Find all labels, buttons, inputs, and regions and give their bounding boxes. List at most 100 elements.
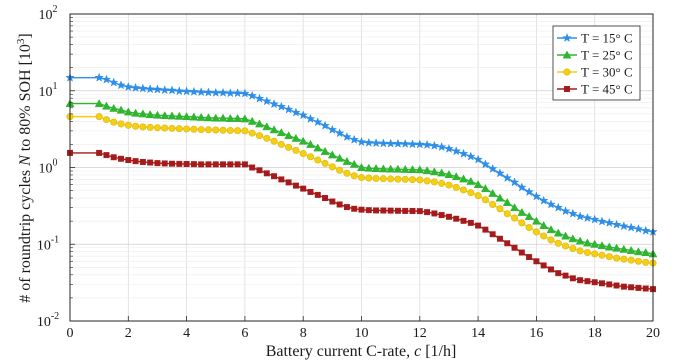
data-point bbox=[220, 161, 227, 168]
x-tick-label: 14 bbox=[471, 326, 485, 341]
data-point bbox=[560, 206, 571, 216]
data-point bbox=[131, 108, 141, 117]
data-point bbox=[152, 84, 163, 94]
data-point bbox=[269, 99, 279, 109]
data-point bbox=[110, 118, 118, 126]
data-point bbox=[414, 139, 425, 149]
data-point bbox=[364, 163, 374, 172]
legend-item: T = 45° C bbox=[557, 82, 633, 97]
data-point bbox=[189, 112, 199, 121]
data-point bbox=[270, 137, 278, 145]
data-point bbox=[161, 160, 168, 167]
data-point bbox=[336, 201, 343, 208]
data-point bbox=[225, 113, 235, 122]
data-point bbox=[276, 128, 286, 137]
data-point bbox=[108, 77, 119, 87]
x-tick-label: 4 bbox=[183, 326, 190, 341]
data-point bbox=[174, 86, 185, 96]
data-point bbox=[562, 242, 570, 250]
data-point bbox=[190, 125, 198, 133]
data-point bbox=[597, 216, 607, 226]
data-point bbox=[458, 148, 469, 158]
series-1 bbox=[65, 72, 658, 236]
data-point bbox=[247, 90, 258, 100]
data-point bbox=[524, 186, 534, 197]
data-point bbox=[619, 244, 629, 253]
data-point bbox=[123, 81, 134, 92]
data-point bbox=[533, 258, 540, 265]
data-point bbox=[94, 72, 104, 82]
data-point bbox=[169, 160, 175, 167]
data-point bbox=[262, 122, 272, 131]
data-point bbox=[423, 177, 431, 185]
data-point bbox=[190, 161, 197, 168]
data-point bbox=[569, 275, 576, 282]
y-tick-label: 10-1 bbox=[37, 234, 59, 253]
data-point bbox=[452, 183, 460, 191]
data-point bbox=[591, 250, 599, 258]
data-point bbox=[582, 212, 593, 223]
data-point bbox=[547, 236, 555, 244]
data-point bbox=[611, 219, 622, 229]
data-point bbox=[160, 111, 170, 120]
data-point bbox=[488, 188, 498, 197]
data-point bbox=[314, 191, 321, 198]
data-point bbox=[124, 121, 132, 129]
y-tick-label: 10-2 bbox=[37, 311, 59, 330]
data-point bbox=[589, 214, 600, 224]
data-point bbox=[568, 208, 578, 218]
data-point bbox=[584, 278, 591, 285]
data-point bbox=[227, 161, 234, 168]
data-point bbox=[509, 177, 520, 187]
x-tick-label: 20 bbox=[646, 326, 660, 341]
data-point bbox=[189, 86, 199, 96]
x-axis-label: Battery current C-rate, c [1/h] bbox=[266, 343, 457, 360]
data-point bbox=[271, 173, 278, 180]
data-point bbox=[298, 136, 308, 145]
data-point bbox=[212, 161, 219, 168]
data-point bbox=[196, 87, 206, 97]
data-point bbox=[139, 123, 147, 131]
data-point bbox=[590, 239, 600, 248]
y-tick-label: 102 bbox=[39, 4, 58, 23]
data-point bbox=[138, 109, 148, 118]
data-point bbox=[387, 175, 395, 183]
data-point bbox=[116, 80, 126, 90]
data-point bbox=[444, 170, 454, 178]
data-point bbox=[394, 207, 401, 214]
data-point bbox=[583, 249, 591, 257]
data-point bbox=[511, 214, 519, 222]
data-point bbox=[198, 161, 205, 168]
data-point bbox=[496, 235, 503, 242]
data-point bbox=[619, 221, 629, 231]
data-point bbox=[249, 164, 256, 171]
data-point bbox=[591, 279, 598, 286]
legend-item: T = 25° C bbox=[557, 48, 633, 63]
data-point bbox=[174, 111, 184, 120]
data-point bbox=[517, 207, 527, 216]
data-point bbox=[564, 86, 570, 92]
data-point bbox=[459, 174, 468, 183]
data-point bbox=[415, 165, 425, 174]
legend-item: T = 15° C bbox=[557, 31, 633, 46]
data-point bbox=[511, 244, 518, 251]
data-point bbox=[306, 153, 314, 161]
data-point bbox=[327, 124, 338, 134]
data-point bbox=[145, 110, 155, 118]
data-point bbox=[605, 253, 613, 261]
data-point bbox=[445, 213, 452, 220]
data-point bbox=[292, 182, 299, 189]
data-point bbox=[343, 169, 351, 177]
data-point bbox=[146, 123, 154, 131]
data-point bbox=[626, 245, 636, 254]
data-point bbox=[474, 192, 482, 200]
data-point bbox=[372, 174, 380, 182]
data-point bbox=[606, 281, 613, 288]
data-point bbox=[109, 103, 119, 112]
x-tick-label: 2 bbox=[125, 326, 132, 341]
data-point bbox=[633, 223, 644, 234]
data-point bbox=[553, 228, 563, 237]
data-point bbox=[103, 152, 110, 159]
data-point bbox=[504, 240, 511, 247]
data-point bbox=[233, 113, 243, 122]
